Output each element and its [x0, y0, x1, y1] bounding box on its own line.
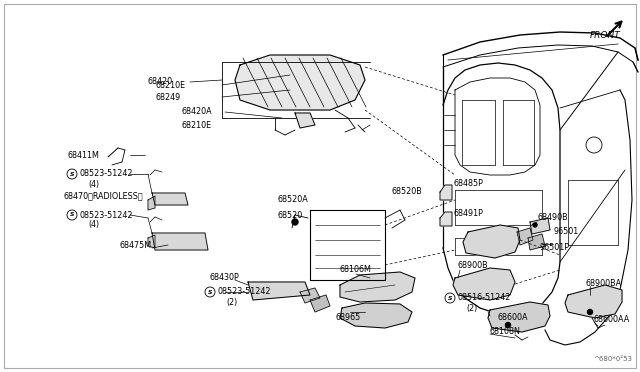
- Text: 68420A: 68420A: [182, 108, 212, 116]
- Text: 96501: 96501: [553, 228, 579, 237]
- Text: 68520A: 68520A: [278, 196, 308, 205]
- Text: 68900B: 68900B: [458, 260, 488, 269]
- Circle shape: [445, 293, 455, 303]
- Text: 68210E: 68210E: [182, 121, 212, 129]
- Polygon shape: [152, 233, 208, 250]
- Text: S: S: [448, 295, 452, 301]
- Text: 68600A: 68600A: [498, 314, 529, 323]
- Text: 68900BA: 68900BA: [586, 279, 622, 288]
- Text: (2): (2): [466, 304, 477, 312]
- Text: (2): (2): [226, 298, 237, 307]
- Text: 68490B: 68490B: [537, 214, 568, 222]
- Text: 68520B: 68520B: [392, 187, 423, 196]
- Polygon shape: [152, 193, 188, 205]
- Circle shape: [533, 223, 537, 227]
- Circle shape: [292, 219, 298, 225]
- Polygon shape: [453, 268, 515, 300]
- Text: S: S: [70, 171, 74, 176]
- Text: (4): (4): [88, 221, 99, 230]
- Polygon shape: [235, 55, 365, 110]
- Polygon shape: [148, 235, 155, 248]
- Text: 68520: 68520: [278, 211, 303, 219]
- Polygon shape: [300, 288, 320, 303]
- Text: (4): (4): [88, 180, 99, 189]
- Circle shape: [506, 323, 511, 327]
- Polygon shape: [295, 113, 315, 128]
- Polygon shape: [340, 272, 415, 302]
- Text: 68965: 68965: [335, 314, 360, 323]
- Text: 68420: 68420: [148, 77, 173, 87]
- Polygon shape: [310, 295, 330, 312]
- Text: 68411M: 68411M: [68, 151, 100, 160]
- Polygon shape: [440, 212, 452, 226]
- Circle shape: [67, 210, 77, 220]
- Text: 08523-51242: 08523-51242: [218, 288, 271, 296]
- Text: 68106M: 68106M: [340, 266, 372, 275]
- Text: 68430P: 68430P: [210, 273, 240, 282]
- Polygon shape: [148, 196, 155, 210]
- Polygon shape: [340, 303, 412, 328]
- Text: S: S: [208, 289, 212, 295]
- Text: FRONT: FRONT: [590, 31, 621, 39]
- Text: ^680*0²53: ^680*0²53: [593, 356, 632, 362]
- Text: 08523-51242: 08523-51242: [80, 170, 134, 179]
- Text: 96501P: 96501P: [540, 244, 570, 253]
- Polygon shape: [488, 302, 550, 332]
- Text: 68249: 68249: [156, 93, 181, 102]
- Text: 08523-51242: 08523-51242: [80, 211, 134, 219]
- Polygon shape: [463, 225, 520, 258]
- Circle shape: [205, 287, 215, 297]
- Polygon shape: [440, 185, 452, 200]
- Text: 68475M: 68475M: [120, 241, 152, 250]
- Circle shape: [588, 310, 593, 314]
- Polygon shape: [248, 282, 310, 300]
- Polygon shape: [528, 234, 545, 250]
- Text: 68210E: 68210E: [156, 80, 186, 90]
- Text: 68600AA: 68600AA: [594, 315, 630, 324]
- Circle shape: [67, 169, 77, 179]
- Polygon shape: [565, 285, 622, 318]
- Text: 68485P: 68485P: [454, 179, 484, 187]
- Text: 08516-51242: 08516-51242: [458, 294, 511, 302]
- Polygon shape: [530, 218, 550, 234]
- Polygon shape: [517, 228, 533, 245]
- Text: 68491P: 68491P: [454, 208, 484, 218]
- Text: S: S: [70, 212, 74, 218]
- Text: 68470〈RADIOLESS〉: 68470〈RADIOLESS〉: [64, 192, 143, 201]
- Text: 68108N: 68108N: [490, 327, 521, 337]
